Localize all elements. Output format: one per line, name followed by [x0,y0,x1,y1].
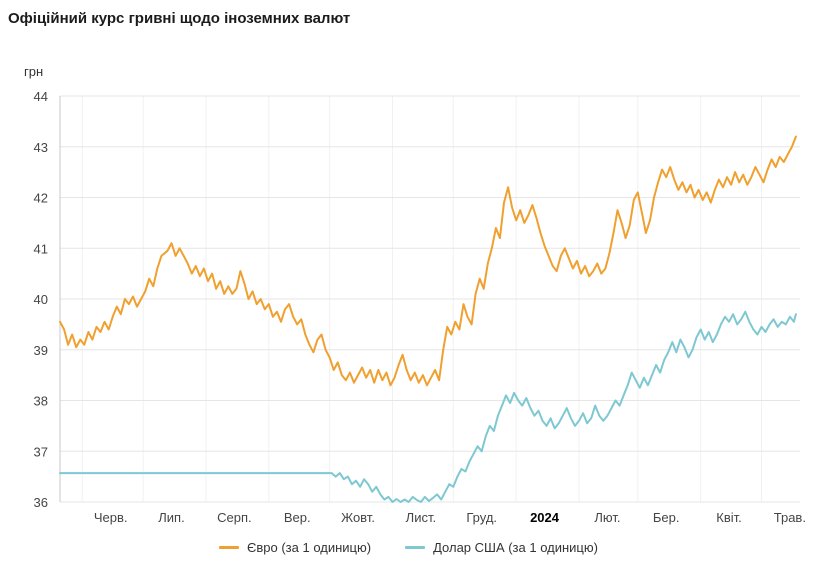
exchange-rate-chart[interactable]: 36 37 38 39 40 41 42 43 44 грн Черв. Лип. Серп. Вер. Ж… [0,60,817,530]
page-header: Офіційний курс гривні щодо іноземних вал… [0,0,817,60]
y-axis-tick-label: 39 [34,343,48,358]
exchange-rate-page: Офіційний курс гривні щодо іноземних вал… [0,0,817,555]
legend-item-usd[interactable]: Долар США (за 1 одиницю) [405,540,598,555]
y-axis-unit-label: грн [24,64,43,79]
y-axis-tick-label: 37 [34,444,48,459]
legend-label-usd: Долар США (за 1 одиницю) [433,540,598,555]
x-axis-tick-label: Вер. [284,510,311,525]
legend-label-eur: Євро (за 1 одиницю) [247,540,372,555]
y-axis-tick-label: 38 [34,394,48,409]
x-axis-tick-label: Лип. [158,510,184,525]
y-axis-tick-label: 42 [34,191,48,206]
x-axis-tick-label: Груд. [466,510,497,525]
x-axis-tick-label: Квіт. [716,510,742,525]
x-axis-tick-label: Трав. [774,510,806,525]
x-axis-tick-label: 2024 [530,510,560,525]
y-axis-tick-label: 44 [34,89,48,104]
y-axis-tick-label: 36 [34,495,48,510]
x-axis-tick-label: Жовт. [341,510,375,525]
eur-line [59,135,797,387]
page-title: Офіційний курс гривні щодо іноземних вал… [8,10,351,27]
y-axis-tick-label: 40 [34,292,48,307]
y-axis-tick-label: 41 [34,241,48,256]
legend-item-eur[interactable]: Євро (за 1 одиницю) [219,540,371,555]
chart-area[interactable]: 36 37 38 39 40 41 42 43 44 грн Черв. Лип. Серп. Вер. Ж… [0,60,817,530]
x-axis-tick-label: Серп. [217,510,252,525]
x-axis-tick-label: Лист. [406,510,436,525]
chart-legend: Євро (за 1 одиницю) Долар США (за 1 один… [0,540,817,555]
usd-line-swatch [405,546,426,549]
usd-line [59,310,797,503]
x-axis-tick-label: Черв. [94,510,128,525]
y-axis-tick-label: 43 [34,140,48,155]
x-axis-tick-label: Лют. [594,510,620,525]
x-axis-tick-label: Бер. [653,510,680,525]
eur-line-swatch [219,546,240,549]
